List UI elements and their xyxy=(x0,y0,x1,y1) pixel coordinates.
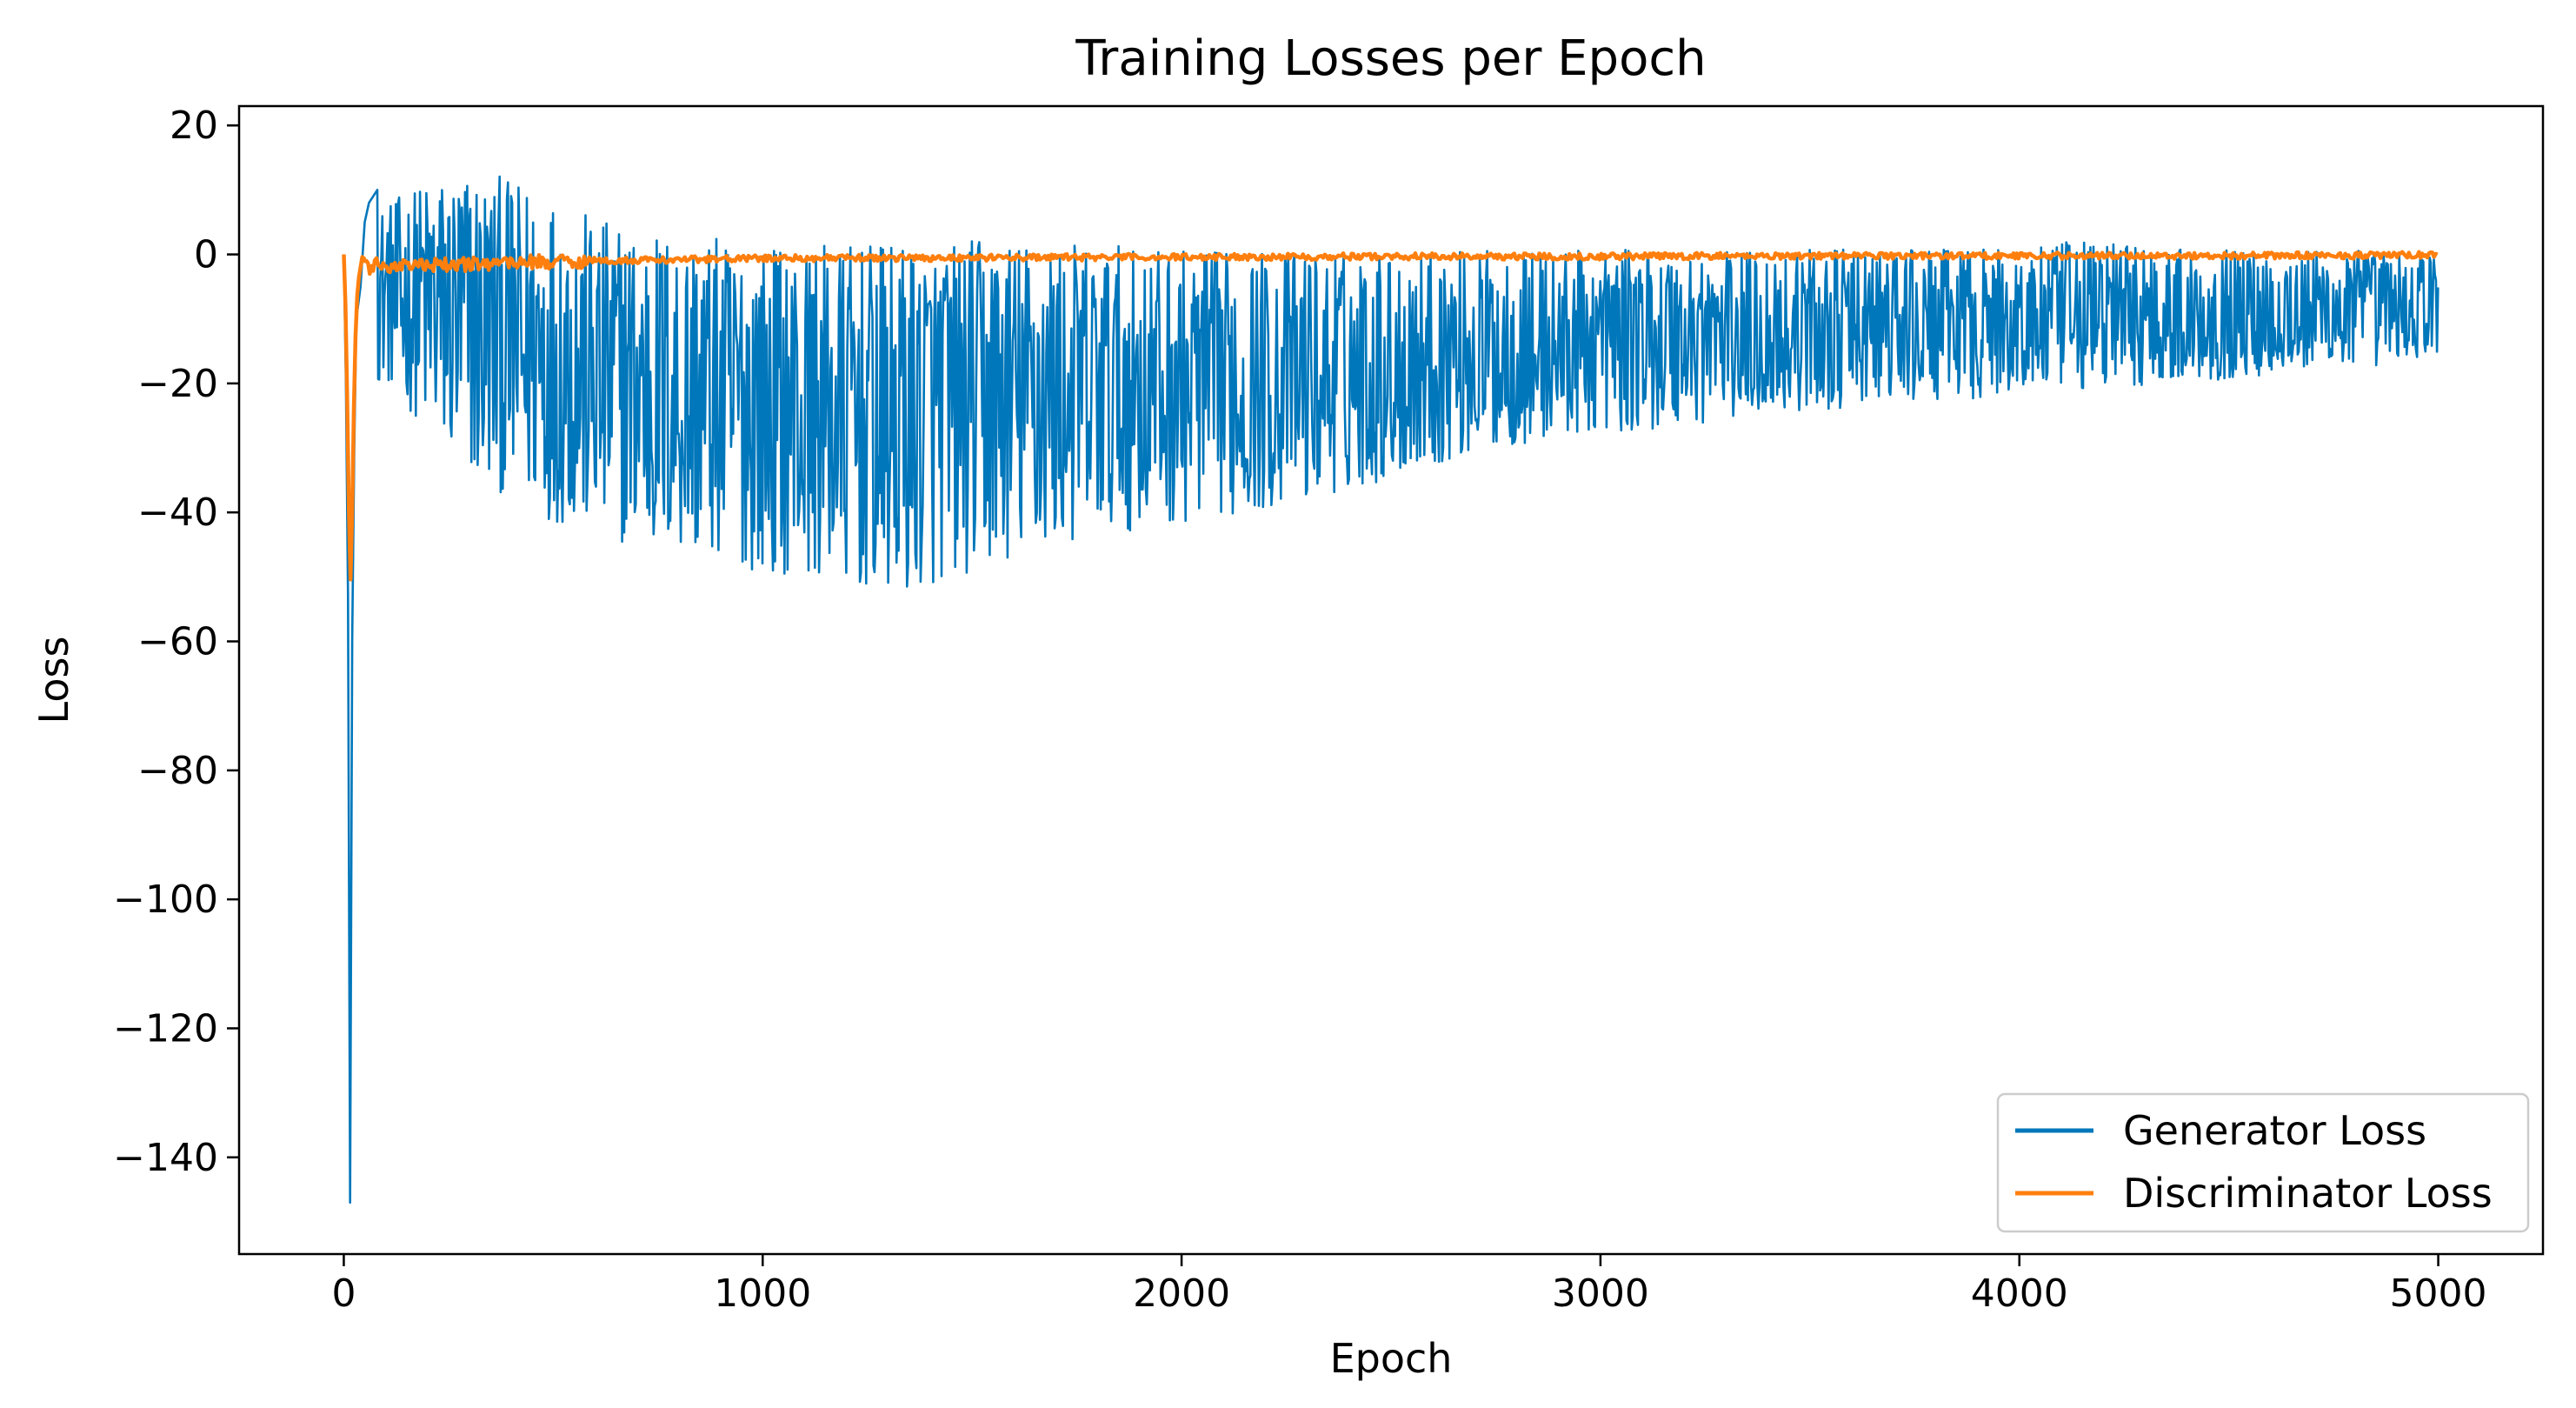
y-axis-label: Loss xyxy=(30,637,77,724)
y-tick-label: −120 xyxy=(113,1006,218,1051)
x-tick-label: 4000 xyxy=(1971,1271,2068,1316)
generator-loss-line xyxy=(343,175,2440,1204)
legend: Generator Loss Discriminator Loss xyxy=(1996,1092,2530,1233)
x-axis-label: Epoch xyxy=(1330,1335,1453,1382)
x-tick-label: 5000 xyxy=(2390,1271,2487,1316)
legend-box xyxy=(1996,1092,2530,1233)
chart-title: Training Losses per Epoch xyxy=(1075,30,1706,87)
legend-label-generator-loss: Generator Loss xyxy=(2123,1107,2426,1154)
y-tick-label: −140 xyxy=(113,1136,218,1180)
y-tick-label: 0 xyxy=(194,233,218,277)
x-tick-label: 2000 xyxy=(1133,1271,1230,1316)
series-discriminator-loss xyxy=(342,250,2439,582)
x-tick-label: 3000 xyxy=(1552,1271,1649,1316)
y-tick-label: 20 xyxy=(170,103,218,148)
x-axis-ticks: 0 1000 2000 3000 4000 5000 xyxy=(331,1254,2487,1316)
y-tick-label: −100 xyxy=(113,877,218,922)
plot-frame xyxy=(237,104,2545,1256)
y-tick-label: −80 xyxy=(137,749,218,793)
y-axis-ticks: 20 0 −20 −40 −60 −80 −100 −120 −140 xyxy=(113,103,239,1180)
x-tick-label: 1000 xyxy=(714,1271,811,1316)
y-tick-label: −40 xyxy=(137,490,218,535)
legend-label-discriminator-loss: Discriminator Loss xyxy=(2123,1170,2493,1217)
plot-area xyxy=(342,175,2440,1204)
series-generator-loss xyxy=(343,175,2440,1204)
y-tick-label: −60 xyxy=(137,620,218,664)
y-tick-label: −20 xyxy=(137,362,218,406)
x-tick-label: 0 xyxy=(331,1271,356,1316)
discriminator-loss-line xyxy=(342,250,2439,582)
